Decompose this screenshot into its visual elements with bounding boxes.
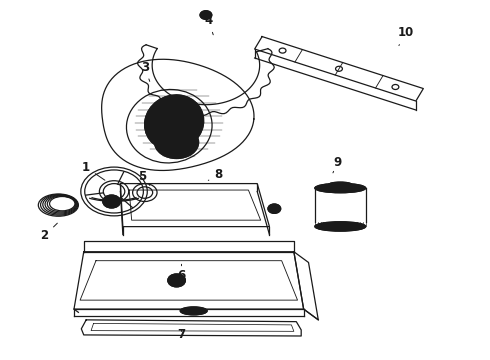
Text: 1: 1 [82, 161, 105, 180]
Ellipse shape [145, 95, 204, 150]
Text: 8: 8 [208, 168, 222, 181]
Circle shape [200, 11, 212, 19]
Ellipse shape [315, 183, 366, 193]
Text: 3: 3 [141, 60, 150, 81]
Text: 2: 2 [41, 223, 57, 242]
Ellipse shape [315, 222, 366, 231]
Ellipse shape [329, 182, 352, 187]
Circle shape [155, 126, 198, 158]
Text: 5: 5 [138, 170, 150, 185]
Text: 7: 7 [177, 328, 186, 341]
Text: 4: 4 [204, 14, 213, 35]
Circle shape [268, 204, 281, 213]
Circle shape [334, 184, 346, 192]
Text: 9: 9 [333, 156, 342, 173]
Circle shape [168, 274, 185, 287]
Ellipse shape [180, 307, 207, 315]
Text: 6: 6 [177, 264, 186, 282]
Circle shape [103, 195, 121, 208]
Text: 10: 10 [398, 27, 415, 45]
